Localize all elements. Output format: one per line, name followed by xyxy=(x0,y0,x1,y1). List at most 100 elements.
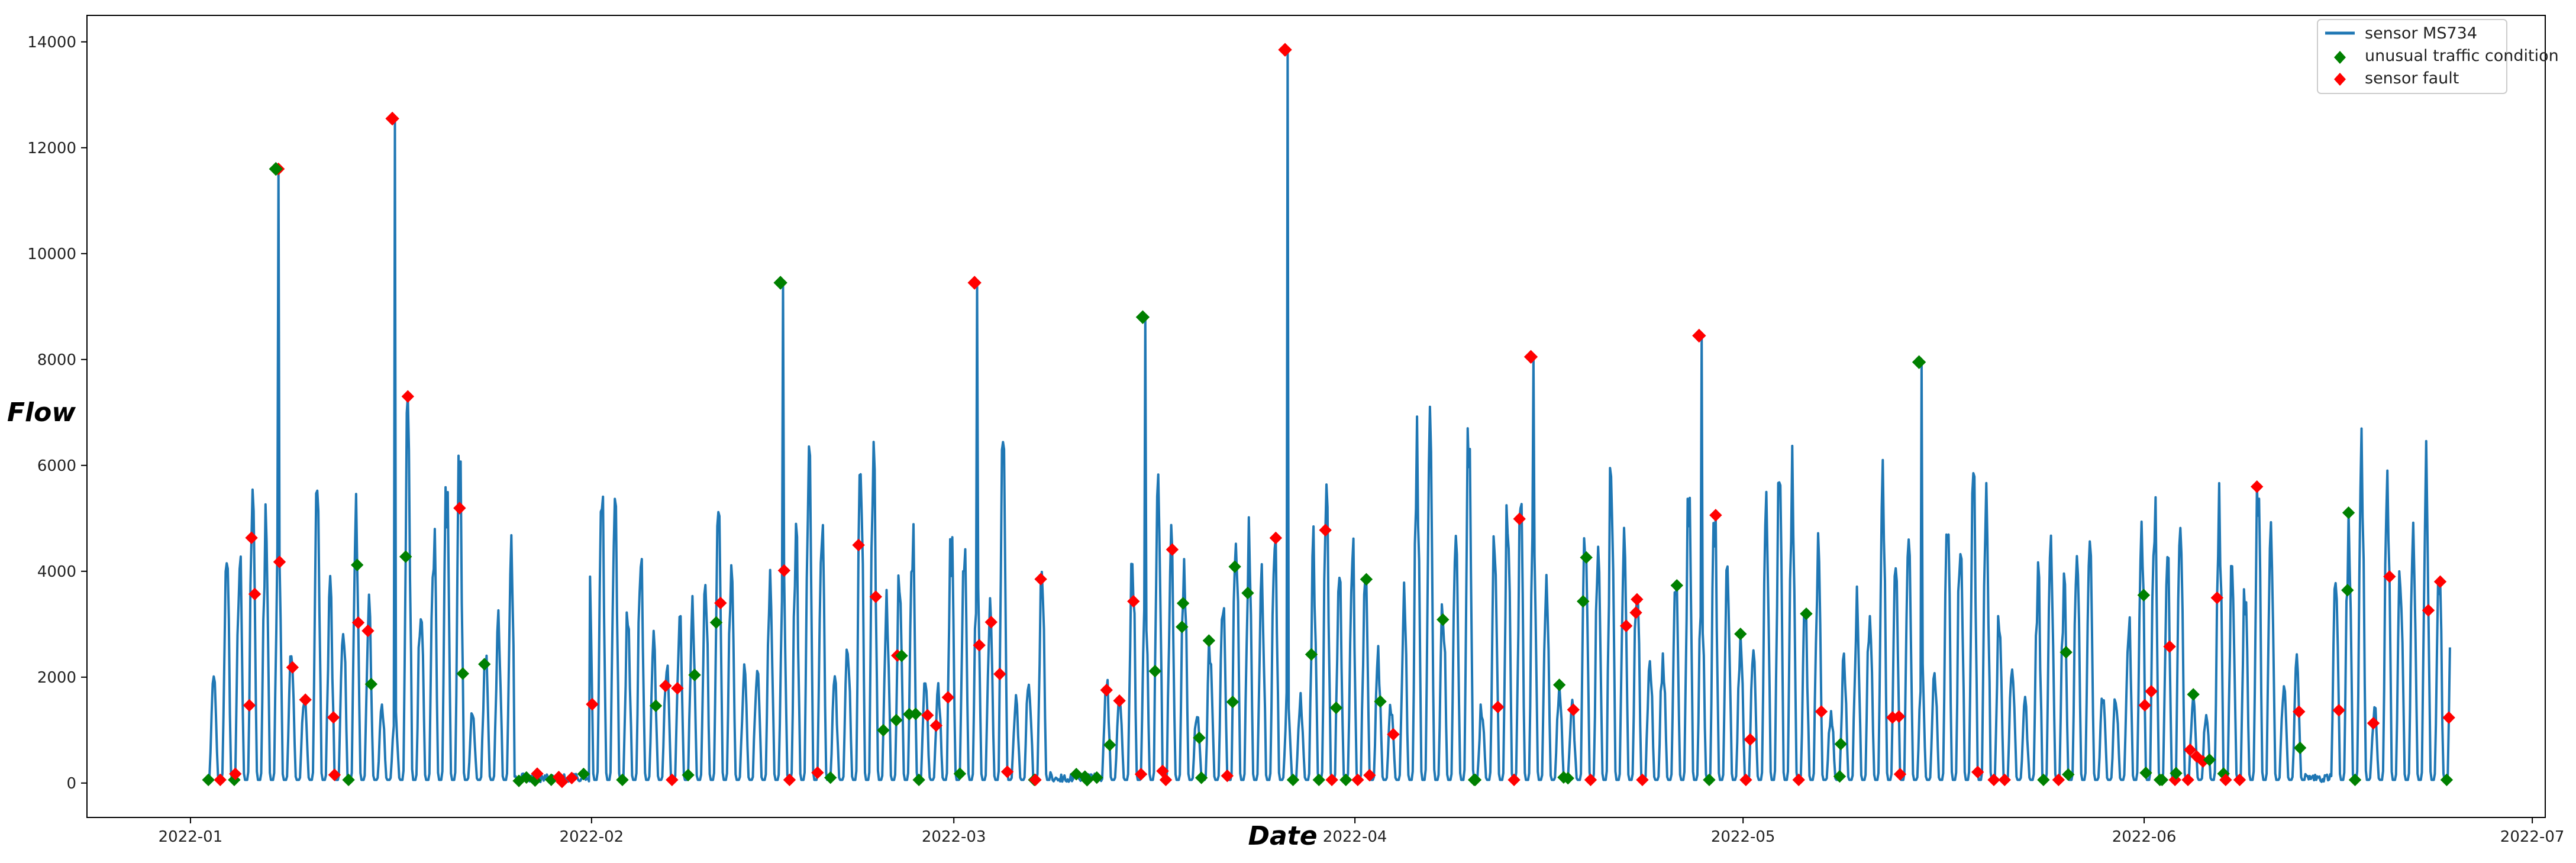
marker-unusual-traffic xyxy=(1552,678,1566,691)
marker-unusual-traffic xyxy=(478,658,491,671)
marker-unusual-traffic xyxy=(1580,551,1593,564)
marker-unusual-traffic xyxy=(1374,695,1387,708)
x-axis-title: Date xyxy=(1248,821,1317,851)
marker-sensor-fault xyxy=(1584,773,1597,787)
marker-unusual-traffic xyxy=(1670,579,1683,592)
marker-unusual-traffic xyxy=(773,276,787,290)
marker-unusual-traffic xyxy=(2139,766,2152,780)
marker-unusual-traffic xyxy=(1305,648,1318,661)
marker-sensor-fault xyxy=(1159,773,1173,787)
marker-unusual-traffic xyxy=(2137,589,2151,602)
series-layer xyxy=(207,49,2451,783)
marker-unusual-traffic xyxy=(1360,573,1373,586)
marker-unusual-traffic xyxy=(709,616,723,629)
marker-sensor-fault xyxy=(1523,350,1538,364)
marker-sensor-fault xyxy=(1744,733,1757,746)
marker-sensor-fault xyxy=(1029,773,1042,787)
x-tick-label: 2022-07 xyxy=(2500,828,2565,846)
marker-unusual-traffic xyxy=(688,668,701,681)
marker-unusual-traffic xyxy=(2187,688,2200,701)
marker-sensor-fault xyxy=(1387,728,1400,741)
marker-unusual-traffic xyxy=(577,767,590,781)
marker-sensor-fault xyxy=(852,538,865,552)
marker-sensor-fault xyxy=(2367,716,2380,730)
x-tick-label: 2022-01 xyxy=(159,828,223,846)
marker-sensor-fault xyxy=(921,709,934,722)
marker-sensor-fault xyxy=(973,639,986,652)
marker-sensor-fault xyxy=(1278,43,1292,57)
marker-unusual-traffic xyxy=(877,723,890,737)
x-tick-label: 2022-04 xyxy=(1323,828,1387,846)
marker-sensor-fault xyxy=(243,699,256,712)
y-tick-label: 12000 xyxy=(27,140,76,157)
marker-sensor-fault xyxy=(1629,606,1642,619)
x-tick-label: 2022-03 xyxy=(922,828,986,846)
marker-unusual-traffic xyxy=(649,699,663,712)
marker-sensor-fault xyxy=(1792,773,1805,787)
series-line-sensor-ms734 xyxy=(207,49,2451,783)
marker-sensor-fault xyxy=(248,587,262,601)
marker-unusual-traffic xyxy=(1561,772,1574,785)
marker-sensor-fault xyxy=(1507,773,1521,787)
marker-sensor-fault xyxy=(1513,512,1526,525)
y-tick-label: 8000 xyxy=(37,351,76,369)
marker-unusual-traffic xyxy=(1834,738,1847,751)
marker-sensor-fault xyxy=(1269,531,1283,545)
legend: sensor MS734 unusual traffic condition s… xyxy=(2317,19,2559,94)
y-axis-title: Flow xyxy=(7,397,76,428)
marker-sensor-fault xyxy=(1631,593,1644,606)
marker-unusual-traffic xyxy=(456,667,469,680)
marker-unusual-traffic xyxy=(1339,773,1352,787)
marker-unusual-traffic xyxy=(1833,770,1847,783)
marker-sensor-fault xyxy=(1971,765,1984,778)
marker-sensor-fault xyxy=(1998,773,2011,787)
marker-sensor-fault xyxy=(401,390,415,403)
marker-unusual-traffic xyxy=(269,161,283,176)
marker-sensor-fault xyxy=(1893,768,1907,781)
marker-unusual-traffic xyxy=(1226,696,1239,709)
x-tick-label: 2022-06 xyxy=(2112,828,2177,846)
marker-sensor-fault xyxy=(1363,768,1376,782)
legend-frame xyxy=(2317,19,2507,94)
marker-sensor-fault xyxy=(2181,773,2194,787)
marker-unusual-traffic xyxy=(909,707,922,720)
marker-sensor-fault xyxy=(993,667,1006,681)
marker-sensor-fault xyxy=(2138,699,2151,712)
marker-unusual-traffic xyxy=(2341,584,2354,597)
x-tick-label: 2022-02 xyxy=(560,828,624,846)
marker-sensor-fault xyxy=(328,768,341,781)
marker-sensor-fault xyxy=(2184,743,2197,757)
marker-sensor-fault xyxy=(361,624,375,638)
marker-sensor-fault xyxy=(229,767,242,781)
marker-unusual-traffic xyxy=(1195,771,1208,784)
marker-unusual-traffic xyxy=(399,550,412,563)
marker-sensor-fault xyxy=(286,661,299,674)
marker-sensor-fault xyxy=(531,767,544,780)
marker-unusual-traffic xyxy=(2293,741,2307,755)
marker-sensor-fault xyxy=(1351,773,1364,787)
marker-sensor-fault xyxy=(565,771,579,785)
marker-unusual-traffic xyxy=(1329,701,1343,715)
marker-sensor-fault xyxy=(1815,705,1828,718)
marker-unusual-traffic xyxy=(1228,560,1241,573)
marker-sensor-fault xyxy=(869,590,882,603)
marker-sensor-fault xyxy=(783,773,796,787)
y-tick-label: 6000 xyxy=(37,457,76,475)
marker-sensor-fault xyxy=(811,766,824,779)
marker-sensor-fault xyxy=(2219,773,2232,787)
marker-sensor-fault xyxy=(556,775,569,788)
marker-sensor-fault xyxy=(1709,509,1722,522)
x-tick-label: 2022-05 xyxy=(1711,828,1776,846)
marker-unusual-traffic xyxy=(1800,607,1813,620)
marker-unusual-traffic xyxy=(342,773,355,787)
marker-unusual-traffic xyxy=(202,773,215,787)
marker-sensor-fault xyxy=(777,564,791,577)
marker-unusual-traffic xyxy=(1468,773,1482,787)
marker-unusual-traffic xyxy=(682,768,695,782)
marker-sensor-fault xyxy=(1000,765,1014,778)
marker-sensor-fault xyxy=(2210,591,2223,605)
marker-unusual-traffic xyxy=(1135,310,1150,324)
marker-unusual-traffic xyxy=(1437,613,1450,626)
marker-unusual-traffic xyxy=(890,713,903,727)
marker-sensor-fault xyxy=(327,711,340,724)
